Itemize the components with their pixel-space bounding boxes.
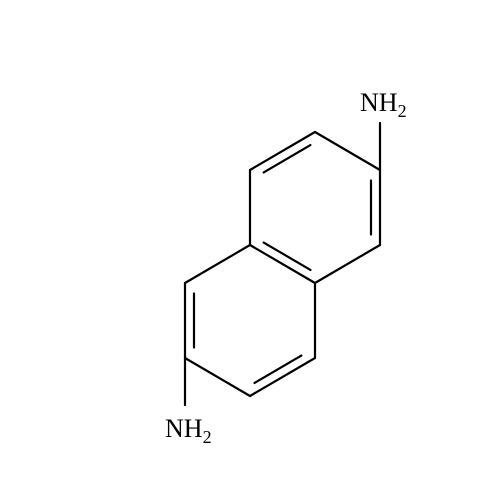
- atom-label: NH2: [165, 414, 212, 447]
- molecule-diagram: NH2 NH2: [0, 0, 500, 500]
- atom-label: NH2: [360, 88, 407, 121]
